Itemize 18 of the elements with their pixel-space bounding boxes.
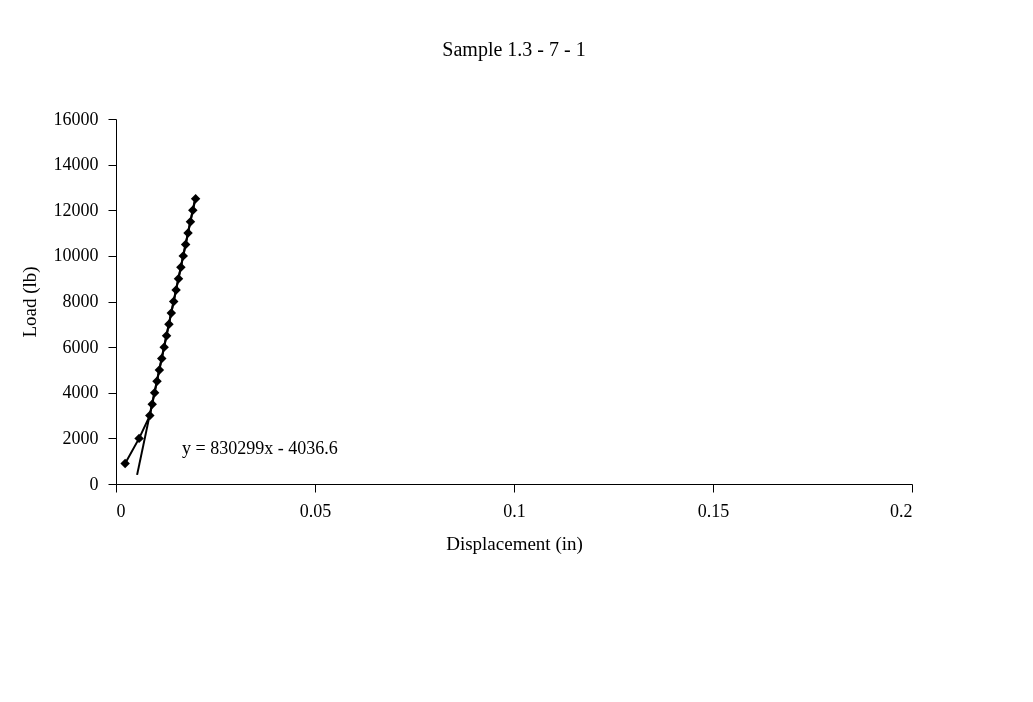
x-tick-label: 0.1 xyxy=(503,500,526,521)
y-tick-label: 0 xyxy=(89,473,99,494)
y-tick-label: 8000 xyxy=(62,291,99,311)
chart-title: Sample 1.3 - 7 - 1 xyxy=(442,38,586,61)
x-tick-label: 0.15 xyxy=(697,500,730,521)
y-axis-title: Load (lb) xyxy=(18,266,41,338)
y-tick-label: 6000 xyxy=(62,336,99,357)
y-tick-label: 4000 xyxy=(62,382,99,403)
x-tick-label: 0.2 xyxy=(890,500,913,521)
y-tick-label: 14000 xyxy=(53,154,99,175)
y-tick-label: 2000 xyxy=(62,427,99,448)
y-tick-label: 12000 xyxy=(53,199,99,220)
x-axis-title: Displacement (in) xyxy=(446,532,583,555)
y-tick-label: 16000 xyxy=(53,108,99,129)
y-tick-label: 10000 xyxy=(53,245,99,266)
x-tick-label: 0 xyxy=(116,500,126,521)
x-tick-label: 0.05 xyxy=(299,500,332,521)
annotation: y = 830299x - 4036.6 xyxy=(182,438,338,458)
